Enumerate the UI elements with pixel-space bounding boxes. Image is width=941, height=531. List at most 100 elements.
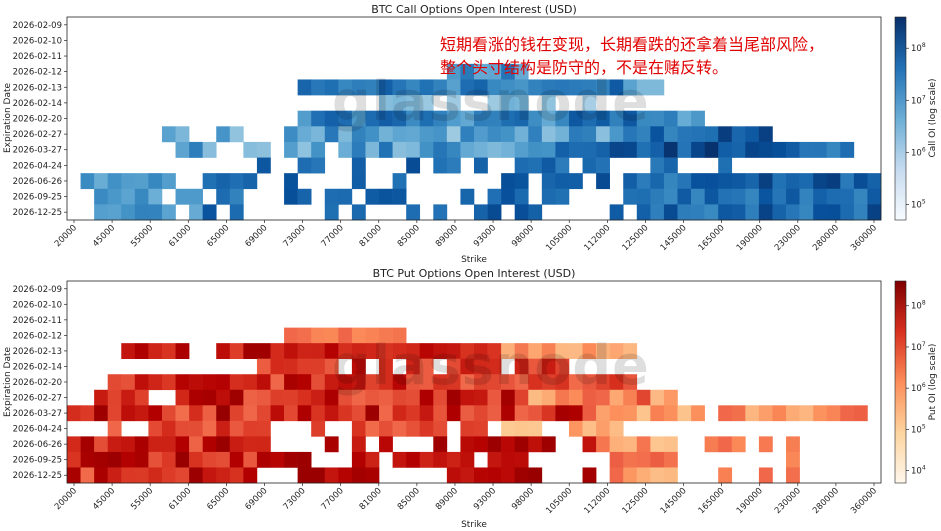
heatmap-cell [582,405,597,422]
heatmap-cell [650,204,665,221]
heatmap-cell [636,451,651,468]
heatmap-cell [324,343,339,359]
heatmap-cell [663,467,678,484]
heatmap-cell [460,358,475,375]
heatmap-cell [161,374,176,391]
heatmap-cell [243,141,258,158]
heatmap-cell [419,141,434,158]
heatmap-cell [582,389,597,406]
heatmap-cell [813,188,828,205]
heatmap-cell [365,451,380,468]
heatmap-cell [786,173,800,190]
heatmap-cell [813,141,828,158]
heatmap-cell [745,188,760,205]
call-oi-chart: BTC Call Options Open Interest (USD) 202… [3,3,938,265]
heatmap-cell [338,389,353,406]
heatmap-cell [446,389,461,406]
heatmap-cell [148,374,163,391]
heatmap-cell [392,327,407,344]
heatmap-cell [623,451,638,468]
heatmap-cell [487,79,502,96]
heatmap-cell [731,204,746,221]
heatmap-cell [460,405,475,422]
heatmap-cell [175,436,190,453]
heatmap-cell [840,188,855,205]
heatmap-cell [243,451,258,468]
heatmap-cell [636,126,651,143]
x-tick-label: 145000 [659,223,689,253]
heatmap-cell [474,420,488,437]
heatmap-cell [826,188,841,205]
heatmap-cell [582,126,597,143]
y-tick-label: 2026-04-24 [13,425,62,435]
heatmap-cell [772,188,787,205]
heatmap-cell [94,173,108,190]
x-tick-label: 73000 [281,223,307,249]
heatmap-cell [731,173,746,190]
heatmap-cell [365,126,380,143]
heatmap-cell [596,389,610,406]
heatmap-cell [284,358,298,375]
heatmap-cell [650,126,665,143]
heatmap-cell [568,79,583,96]
heatmap-cell [121,343,136,359]
heatmap-cell [175,126,190,143]
colorbar-tick-label: 107 [911,341,926,353]
heatmap-cell [745,405,760,422]
heatmap-cell [216,126,231,143]
heatmap-cell [270,451,285,468]
heatmap-cell [718,436,733,453]
x-tick-label: 360000 [849,486,879,516]
heatmap-cell [623,467,638,484]
heatmap-cell [297,451,312,468]
heatmap-cell [446,126,461,143]
y-tick-label: 2026-02-20 [13,378,62,388]
heatmap-cell [460,141,475,158]
heatmap-cell [623,79,638,96]
heatmap-cell [324,126,339,143]
heatmap-cell [379,374,393,391]
heatmap-cell [514,157,529,174]
heatmap-cell [365,374,380,391]
heatmap-cell [528,343,543,359]
heatmap-cell [406,405,421,422]
heatmap-cell [148,451,163,468]
y-tick-label: 2026-04-24 [13,161,62,171]
heatmap-cell [80,451,95,468]
heatmap-cell [650,405,665,422]
heatmap-cell [161,343,176,359]
heatmap-cell [568,420,583,437]
heatmap-cell [161,126,176,143]
heatmap-cell [555,157,570,174]
heatmap-cell [338,141,353,158]
heatmap-cell [758,436,773,453]
heatmap-cell [121,405,136,422]
x-tick-label: 280000 [811,223,841,253]
heatmap-cell [609,405,624,422]
heatmap-cell [446,95,461,111]
y-tick-label: 2026-02-27 [13,130,62,140]
heatmap-cell [514,451,529,468]
heatmap-cell [406,204,421,221]
heatmap-cell [758,405,773,422]
y-tick-label: 2026-09-25 [13,193,62,203]
heatmap-cell [718,173,733,190]
heatmap-cell [121,389,136,406]
heatmap-cell [568,110,583,127]
heatmap-cell [487,343,502,359]
heatmap-cell [446,157,461,174]
heatmap-cell [406,157,421,174]
heatmap-cell [392,188,407,205]
heatmap-cell [623,405,638,422]
heatmap-cell [528,126,543,143]
heatmap-cell [419,79,434,96]
heatmap-cell [256,436,271,453]
heatmap-cell [474,436,488,453]
heatmap-cell [229,204,244,221]
heatmap-cell [107,467,122,484]
heatmap-cell [216,451,231,468]
heatmap-cell [243,420,258,437]
heatmap-cell [270,405,285,422]
heatmap-cell [270,389,285,406]
heatmap-cell [419,420,434,437]
